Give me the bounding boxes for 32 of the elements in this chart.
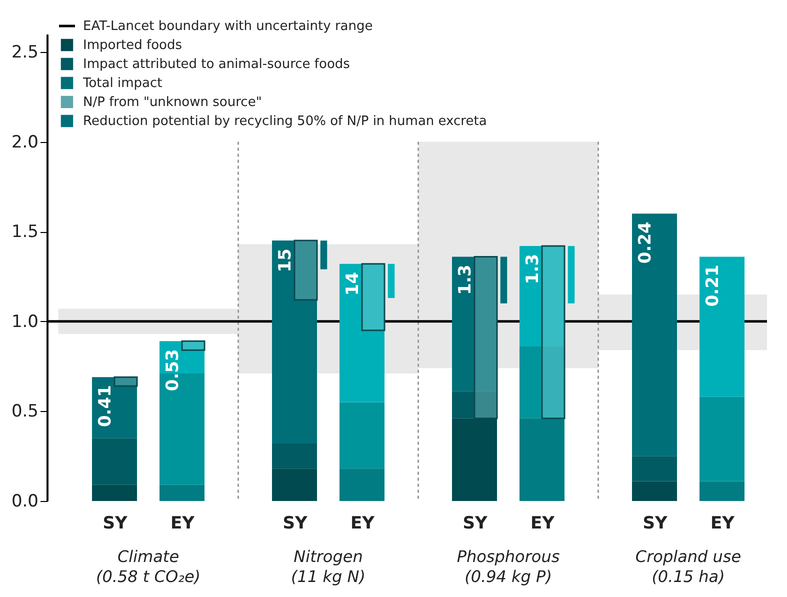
- annotation: 14: [343, 272, 363, 296]
- y-tick-label: 1.5: [11, 222, 38, 242]
- x-tick-label: EY: [170, 514, 196, 534]
- x-tick-label: SY: [642, 514, 668, 534]
- text: Climate (0.58 t CO₂e): [96, 547, 201, 586]
- text: Phosphorous (0.94 kg P): [456, 547, 560, 586]
- x-tick-label: EY: [710, 514, 736, 534]
- annotation: 0.41: [96, 385, 116, 428]
- annotation: 0.53: [163, 349, 183, 392]
- legend-label: Total impact: [82, 76, 162, 91]
- annotation: 1.3: [523, 254, 543, 284]
- annotation: 1.3: [456, 264, 476, 295]
- text: Cropland use (0.15 ha): [635, 547, 742, 586]
- legend-label: N/P from "unknown source": [83, 95, 262, 110]
- text: Nitrogen (11 kg N): [291, 547, 366, 586]
- x-tick-label: SY: [102, 514, 128, 534]
- x-tick-label: EY: [350, 514, 376, 534]
- annotation: 15: [276, 248, 296, 272]
- x-tick-label: SY: [462, 514, 488, 534]
- legend-label: Impact attributed to animal-source foods: [83, 57, 350, 72]
- legend-label: Imported foods: [83, 38, 182, 53]
- x-tick-label: EY: [530, 514, 556, 534]
- y-tick-label: 2.0: [11, 132, 38, 152]
- y-tick-label: 1.0: [11, 312, 38, 332]
- legend-label: EAT-Lancet boundary with uncertainty range: [83, 19, 373, 34]
- y-tick-label: 0.0: [11, 492, 38, 512]
- x-tick-label: SY: [282, 514, 308, 534]
- legend-label: Reduction potential by recycling 50% of N/P in human excreta: [83, 114, 487, 129]
- annotation: 0.21: [703, 264, 723, 307]
- y-tick-label: 0.5: [11, 402, 38, 422]
- y-tick-label: 2.5: [11, 42, 38, 62]
- annotation: 0.24: [636, 221, 656, 264]
